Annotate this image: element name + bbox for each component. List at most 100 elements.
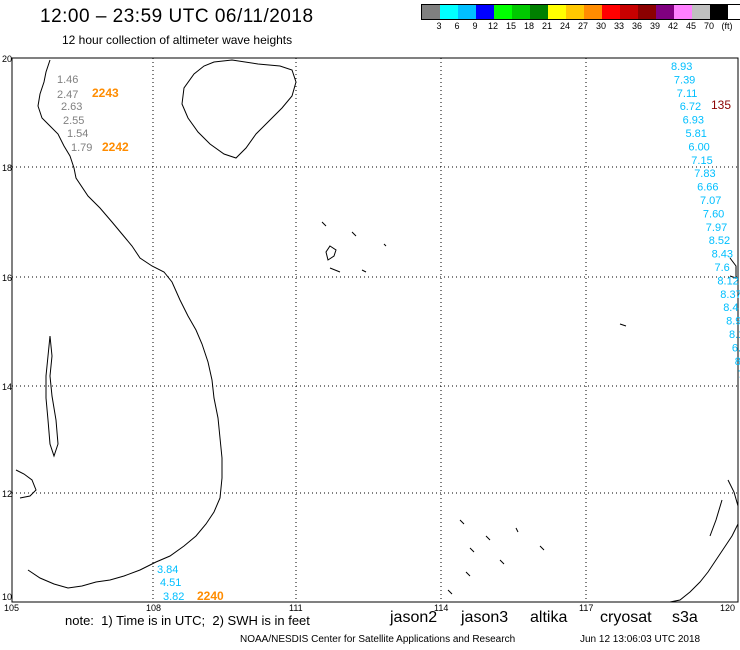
issue-timestamp: Jun 12 13:06:03 UTC 2018 (580, 634, 701, 645)
swh-value: 7.83 (694, 168, 715, 180)
lon-label-114: 114 (434, 603, 448, 613)
swh-value: 2.63 (61, 101, 82, 113)
track-id-label-east: 135 (711, 98, 731, 112)
coastline (15, 59, 739, 603)
swh-value: 8.4 (723, 302, 738, 314)
lon-label-108: 108 (146, 603, 161, 613)
track-id-label-2243: 2243 (92, 86, 119, 100)
lat-label-12: 12 (2, 489, 12, 499)
legend-altika: altika (530, 609, 568, 626)
track-2243: 1.46 2.47 2.63 2.55 1.54 1.79 (57, 74, 92, 154)
swh-value: 1.46 (57, 74, 78, 86)
lat-label-20: 20 (2, 54, 12, 64)
swh-value: 6.66 (697, 182, 718, 194)
legend-jason2: jason2 (390, 609, 438, 626)
lat-label-10: 10 (2, 592, 12, 602)
color-swatch (494, 5, 512, 19)
color-swatch (620, 5, 638, 19)
swh-value: 6.72 (680, 101, 701, 113)
color-scale-label: 42 (667, 21, 679, 31)
lon-label-111: 111 (289, 603, 303, 613)
lat-axis-labels: 20 18 16 14 12 10 (2, 54, 12, 602)
color-scale-label: 21 (541, 21, 553, 31)
color-swatch (476, 5, 494, 19)
swh-value: 7.39 (674, 74, 695, 86)
color-swatch (602, 5, 620, 19)
swh-value: 6.6 (732, 342, 740, 354)
color-scale-label: 12 (487, 21, 499, 31)
color-swatch (440, 5, 458, 19)
swh-value: 1.54 (67, 128, 88, 140)
lon-label-120: 120 (720, 603, 735, 613)
swh-value: 8.9 (726, 316, 740, 328)
coastline-hainan (181, 59, 297, 159)
lat-label-16: 16 (2, 273, 12, 283)
swh-value: 3.84 (157, 564, 178, 576)
swh-value: 7.60 (703, 208, 724, 220)
track-2240: 3.84 4.51 3.82 (157, 564, 184, 603)
swh-value: 6.93 (683, 115, 704, 127)
color-swatch (512, 5, 530, 19)
swh-value: 8.52 (709, 235, 730, 247)
lon-axis-labels: 105 108 111 114 117 120 (4, 603, 735, 613)
credit-line: NOAA/NESDIS Center for Satellite Applica… (240, 634, 516, 645)
map-subtitle: 12 hour collection of altimeter wave hei… (62, 33, 293, 47)
color-scale-label: 27 (577, 21, 589, 31)
color-swatch (692, 5, 710, 19)
swh-value: 8.1 (729, 329, 740, 341)
coastline-west-island (45, 335, 59, 458)
color-scale-label: 9 (472, 21, 478, 31)
color-scale-label: 33 (613, 21, 625, 31)
footer-note: note: 1) Time is in UTC; 2) SWH is in fe… (65, 613, 310, 628)
color-swatch (548, 5, 566, 19)
legend-cryosat: cryosat (600, 609, 652, 626)
swh-value: 7.97 (706, 222, 727, 234)
color-swatch (530, 5, 548, 19)
swh-value: 7 (738, 369, 740, 381)
swh-value: 6.00 (688, 141, 709, 153)
wave-height-color-scale: 3 6 9 12 15 18 21 24 27 30 33 36 39 42 45 70 (ft) (421, 4, 740, 34)
color-swatch (638, 5, 656, 19)
swh-value: 8. (735, 356, 740, 368)
color-scale-label: (ft) (721, 21, 733, 31)
swh-value: 8.93 (671, 61, 692, 73)
swh-value: 2.55 (63, 115, 84, 127)
coastline-vietnam (27, 59, 223, 589)
track-id-label-2242: 2242 (102, 140, 129, 154)
swh-value: 3.82 (163, 591, 184, 603)
color-scale-label: 45 (685, 21, 697, 31)
legend-jason3: jason3 (461, 609, 509, 626)
swh-value: 7.07 (700, 195, 721, 207)
swh-value: 8.43 (712, 249, 733, 261)
map-frame (11, 57, 739, 603)
color-scale-label: 36 (631, 21, 643, 31)
color-scale-label: 30 (595, 21, 607, 31)
coastline-gulf-fragment (15, 469, 37, 499)
map-title: 12:00 – 23:59 UTC 06/11/2018 (40, 6, 314, 27)
swh-value: 2.47 (57, 89, 78, 101)
lon-label-117: 117 (579, 603, 593, 613)
coastline-philippines (669, 257, 739, 603)
color-scale-label: 70 (703, 21, 715, 31)
lat-label-14: 14 (2, 382, 12, 392)
color-scale-label: 6 (454, 21, 460, 31)
swh-value: 1.79 (71, 142, 92, 154)
lon-label-105: 105 (4, 603, 19, 613)
color-scale-labels: 3 6 9 12 15 18 21 24 27 30 33 36 39 42 45 70 (ft) (421, 20, 740, 34)
swh-value: 4.51 (160, 577, 181, 589)
color-scale-label: 24 (559, 21, 571, 31)
graticule (12, 58, 738, 602)
color-swatch (584, 5, 602, 19)
color-swatch (566, 5, 584, 19)
color-scale-label: 18 (523, 21, 535, 31)
color-swatch (710, 5, 728, 19)
color-swatch (674, 5, 692, 19)
swh-value: 7.11 (677, 88, 698, 100)
color-scale-bar (421, 4, 740, 20)
swh-value: 7.6 (715, 262, 730, 274)
swh-value: 7.15 (691, 155, 712, 167)
color-scale-label: 15 (505, 21, 517, 31)
color-swatch (422, 5, 440, 19)
swh-value: 8.12 (717, 275, 738, 287)
